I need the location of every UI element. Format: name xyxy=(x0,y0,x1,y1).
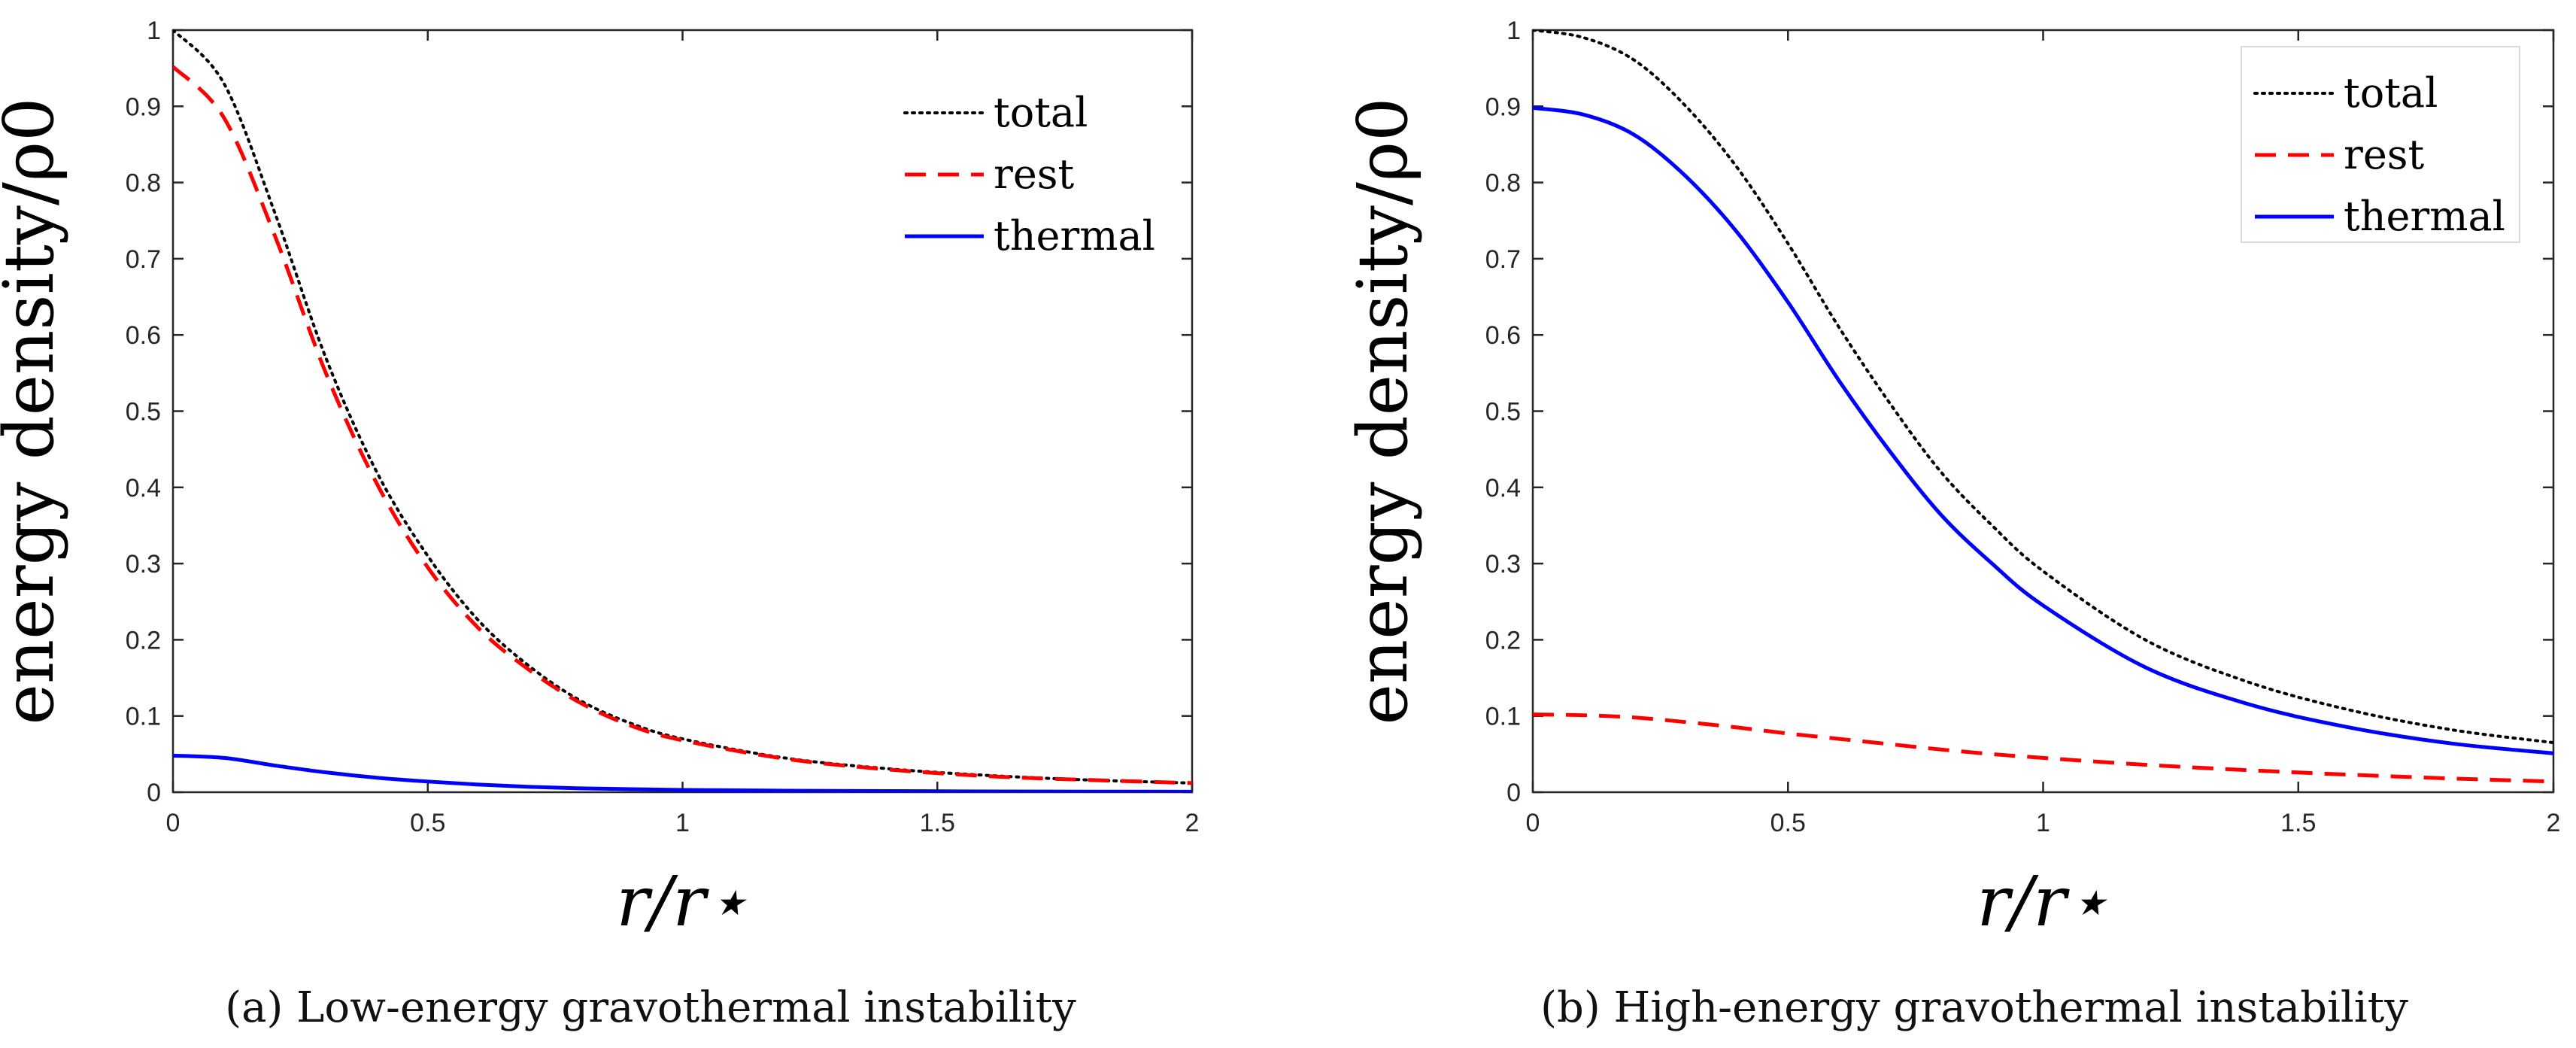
plot-area xyxy=(171,29,1194,794)
y-tick-label: 0.6 xyxy=(126,321,161,350)
y-tick-label: 0 xyxy=(147,779,161,807)
y-tick-label: 0.5 xyxy=(1485,398,1521,427)
legend-box xyxy=(2241,46,2520,243)
y-tick-label: 0.3 xyxy=(126,550,161,579)
chart-panel-a: 0 0.5 1 1.5 2 0 0.1 0.2 0.3 0.4 0.5 0.6 0.7 0.8 0.9 1 r/… xyxy=(0,17,1199,942)
y-tick-label: 0.5 xyxy=(126,398,161,427)
series-line-total xyxy=(173,30,1192,785)
legend: total rest thermal xyxy=(903,89,1155,260)
chart-panel-b: 0 0.5 1 1.5 2 0 0.1 0.2 0.3 0.4 0.5 0.6 0.7 0.8 0.9 1 r/… xyxy=(1343,17,2560,942)
y-tick-label: 0.4 xyxy=(1485,474,1521,503)
y-tick-label: 0.1 xyxy=(1485,703,1521,731)
series-line-thermal xyxy=(173,753,1192,792)
x-tick-label: 1.5 xyxy=(920,809,955,837)
y-tick-label: 0.8 xyxy=(126,169,161,198)
y-tick-label: 0.9 xyxy=(1485,93,1521,121)
y-axis-label: energy density/ρ0 xyxy=(0,97,69,724)
x-tick-label: 1 xyxy=(2036,809,2050,837)
x-tick-label: 0.5 xyxy=(410,809,445,837)
legend-label-rest: rest xyxy=(2344,131,2424,178)
x-tick-label: 2 xyxy=(2547,809,2561,837)
legend-label-thermal: thermal xyxy=(994,212,1155,260)
x-tick-label: 2 xyxy=(1185,809,1200,837)
series-line-rest xyxy=(173,65,1192,785)
y-tick-label: 0.8 xyxy=(1485,169,1521,198)
y-tick-label: 0.7 xyxy=(1485,245,1521,274)
legend: total rest thermal xyxy=(2241,46,2520,243)
x-tick-label: 1.5 xyxy=(2280,809,2316,837)
caption-a: (a) Low-energy gravothermal instability xyxy=(225,983,1076,1032)
y-tick-label: 0.2 xyxy=(1485,626,1521,655)
x-axis-label: r/r⋆ xyxy=(616,861,749,942)
legend-label-rest: rest xyxy=(994,150,1074,198)
y-tick-label: 1 xyxy=(1506,17,1521,45)
legend-label-total: total xyxy=(2344,69,2438,117)
series-line-total xyxy=(1533,30,2553,745)
legend-label-total: total xyxy=(994,89,1088,136)
y-tick-label: 0.2 xyxy=(126,626,161,655)
caption-b: (b) High-energy gravothermal instability xyxy=(1540,983,2408,1032)
y-tick-label: 0.1 xyxy=(126,703,161,731)
y-tick-label: 0.6 xyxy=(1485,321,1521,350)
x-tick-label: 0 xyxy=(1526,809,1540,837)
series-line-thermal xyxy=(1533,105,2553,755)
y-axis-label: energy density/ρ0 xyxy=(1343,97,1423,724)
y-tick-label: 0.3 xyxy=(1485,550,1521,579)
x-axis-label: r/r⋆ xyxy=(1977,861,2110,942)
legend-label-thermal: thermal xyxy=(2344,193,2505,240)
series-line-rest xyxy=(1533,712,2553,784)
x-tick-label: 0 xyxy=(166,809,181,837)
y-tick-label: 0 xyxy=(1506,779,1521,807)
y-tick-label: 1 xyxy=(147,17,161,45)
x-tick-label: 1 xyxy=(675,809,690,837)
y-tick-label: 0.4 xyxy=(126,474,161,503)
x-tick-label: 0.5 xyxy=(1770,809,1806,837)
y-tick-label: 0.7 xyxy=(126,245,161,274)
y-tick-label: 0.9 xyxy=(126,93,161,121)
